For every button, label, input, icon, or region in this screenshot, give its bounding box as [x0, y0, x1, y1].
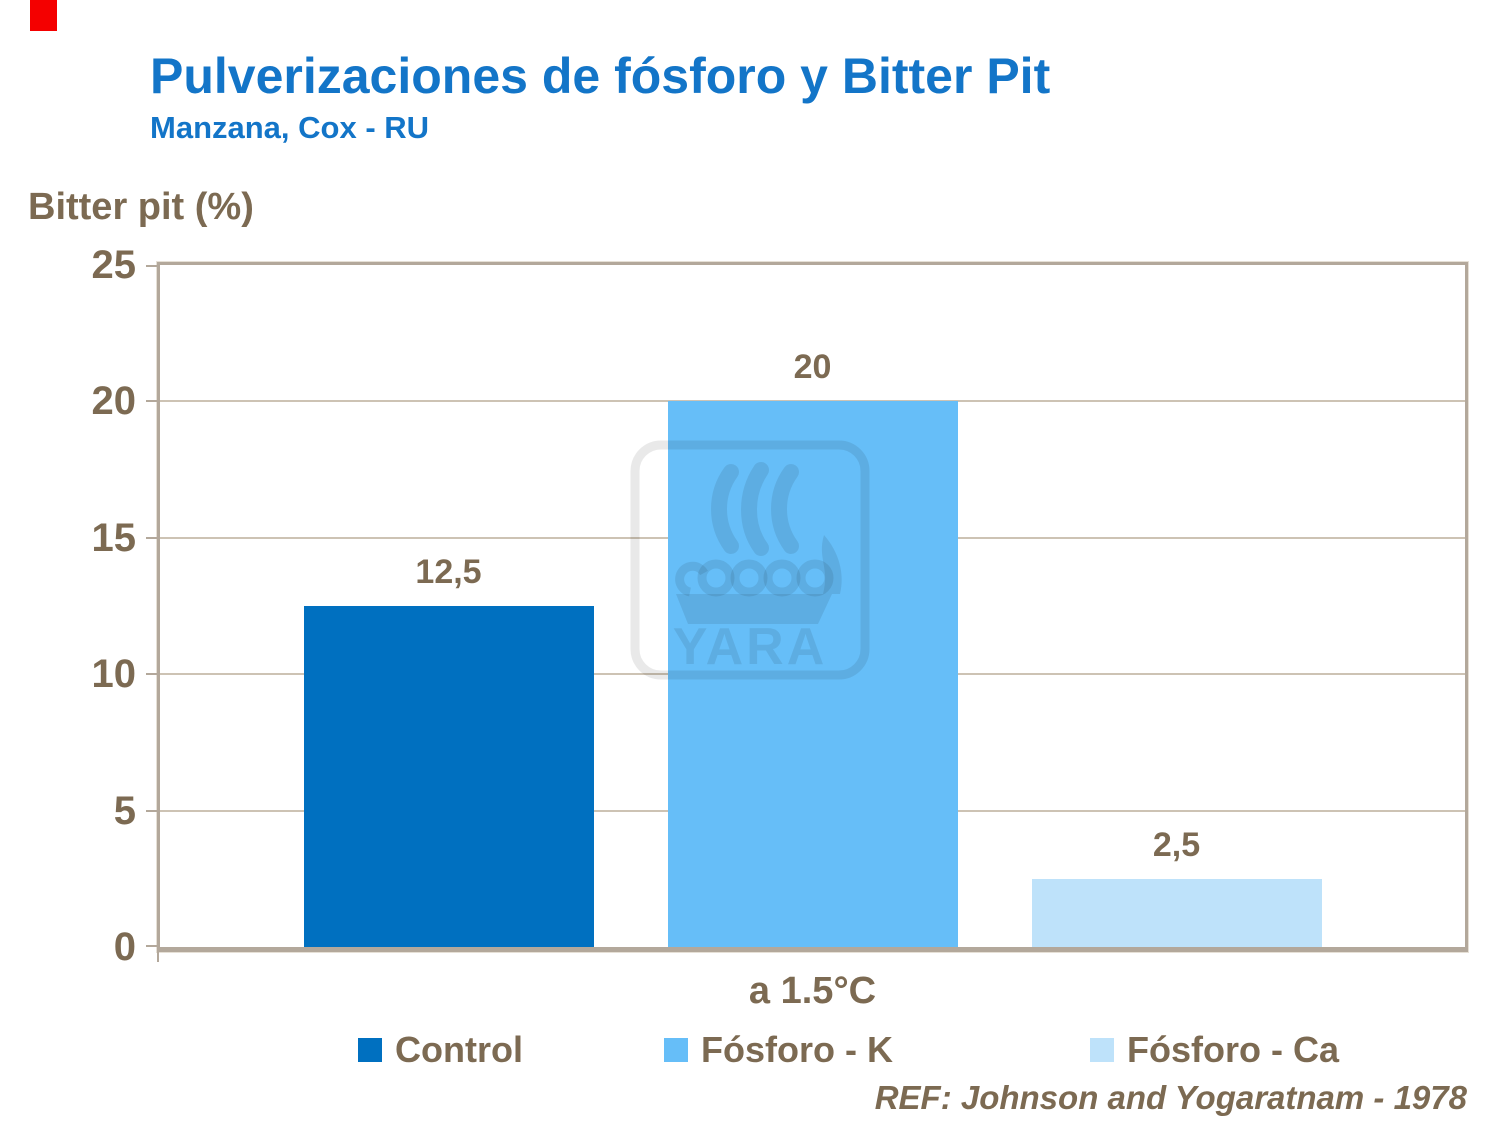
- plot-area: 0 5 10 15 20 25 12,5 20 2,5: [92, 243, 1468, 969]
- bar-value-label: 20: [793, 348, 832, 387]
- legend-label: Fósforo - K: [701, 1029, 893, 1070]
- legend-item-control: Control: [358, 1032, 523, 1068]
- legend: Control Fósforo - K Fósforo - Ca: [0, 1032, 1500, 1076]
- y-tick-10: [146, 673, 157, 676]
- y-tick-15: [146, 536, 157, 539]
- y-tick-0: [146, 945, 157, 947]
- bar-f-sforo-ca: [1031, 878, 1322, 947]
- y-tick-5: [146, 809, 157, 812]
- bar-f-sforo-k: [667, 401, 958, 947]
- bar-control: [303, 606, 594, 947]
- x-axis-tick: [157, 951, 159, 962]
- legend-label: Control: [395, 1029, 523, 1070]
- chart-subtitle: Manzana, Cox - RU: [150, 110, 430, 145]
- legend-swatch: [664, 1038, 688, 1062]
- y-tick-label-20: 20: [91, 379, 137, 424]
- y-axis-title: Bitter pit (%): [28, 186, 254, 228]
- legend-swatch: [1090, 1038, 1114, 1062]
- x-category-label: a 1.5°C: [748, 970, 877, 1012]
- legend-item-f-sforo-k: Fósforo - K: [664, 1032, 893, 1068]
- legend-label: Fósforo - Ca: [1127, 1029, 1339, 1070]
- y-tick-label-15: 15: [91, 515, 137, 560]
- gridline-20: [160, 400, 1465, 403]
- legend-swatch: [358, 1038, 382, 1062]
- y-tick-25: [146, 265, 157, 267]
- y-tick-label-0: 0: [113, 925, 136, 969]
- title-block: Pulverizaciones de fósforo y Bitter Pit …: [150, 50, 1050, 146]
- y-tick-label-5: 5: [113, 788, 136, 833]
- y-tick-label-25: 25: [91, 243, 137, 287]
- legend-item-f-sforo-ca: Fósforo - Ca: [1090, 1032, 1339, 1068]
- red-corner-mark: [30, 0, 57, 31]
- bar-value-label: 12,5: [415, 553, 482, 591]
- reference-text: REF: Johnson and Yogaratnam - 1978: [874, 1079, 1467, 1116]
- chart-title: Pulverizaciones de fósforo y Bitter Pit: [150, 48, 1051, 104]
- y-tick-20: [146, 400, 157, 403]
- bar-value-label: 2,5: [1152, 825, 1201, 864]
- y-tick-label-10: 10: [91, 652, 137, 697]
